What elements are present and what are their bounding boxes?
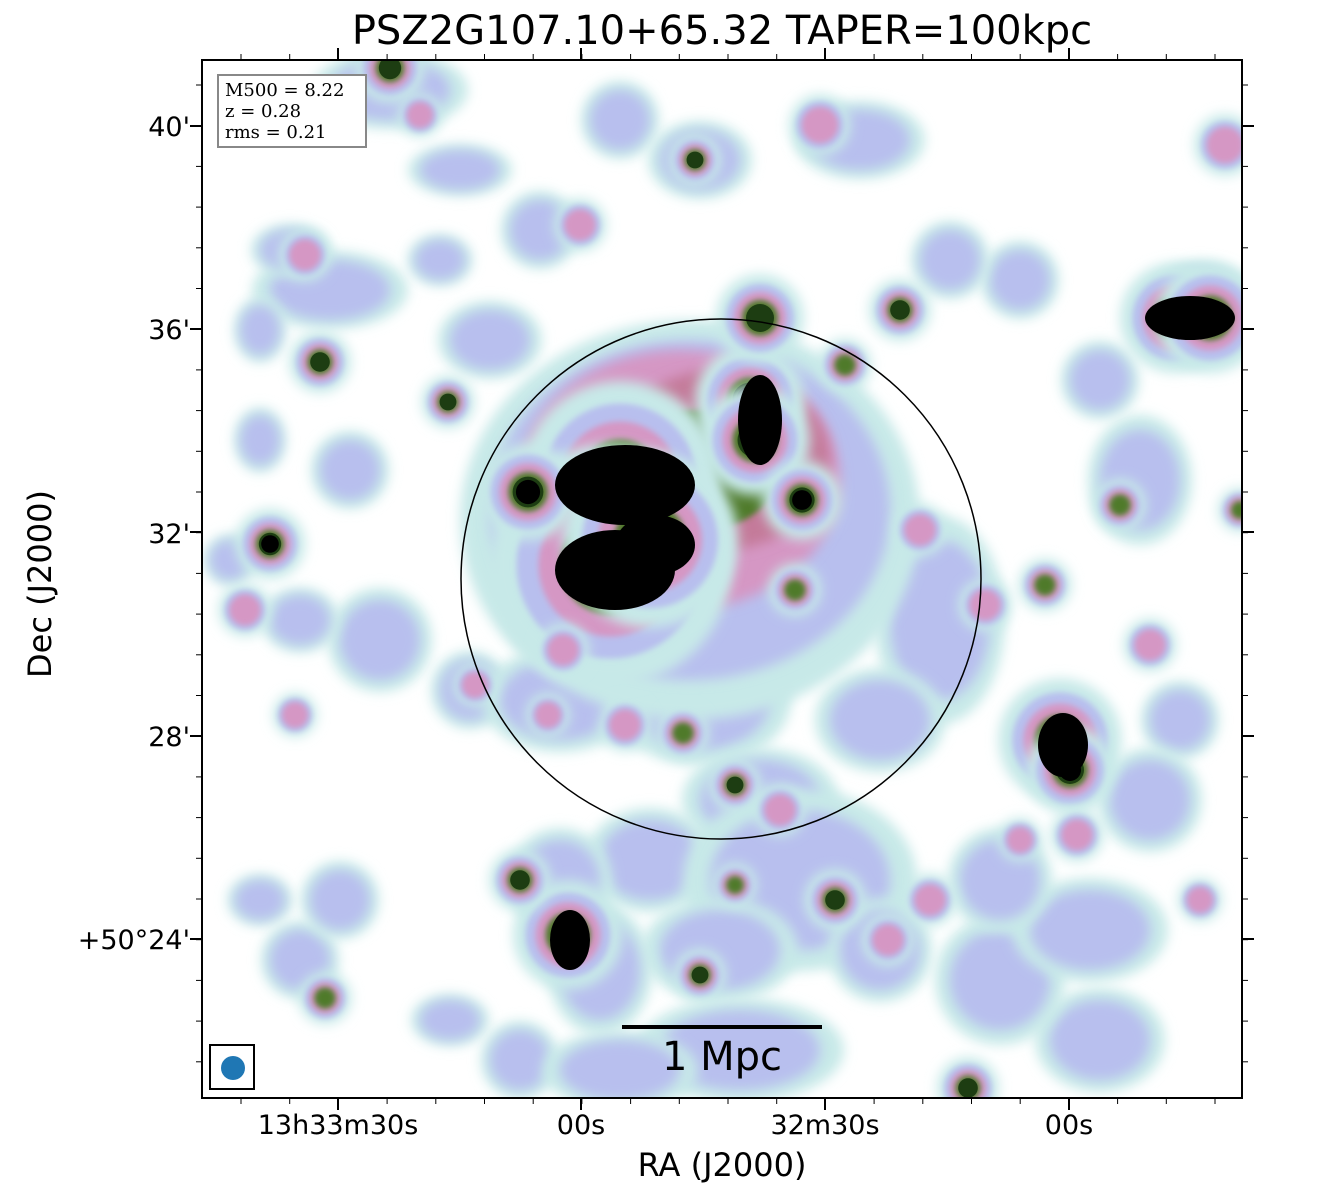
ytick-40: 40' xyxy=(148,112,190,143)
rms-text: rms = 0.21 xyxy=(225,122,327,143)
source-edge xyxy=(1134,629,1166,661)
source-ring xyxy=(314,987,336,1009)
y-axis-label: Dec (J2000) xyxy=(21,490,59,678)
source-ring xyxy=(672,722,694,744)
source-inner xyxy=(726,776,744,794)
diffuse-patch xyxy=(320,440,380,500)
source-edge xyxy=(914,884,946,916)
diffuse-patch xyxy=(240,415,280,465)
source-edge xyxy=(282,702,308,728)
diffuse-patch xyxy=(600,820,700,900)
source-inner xyxy=(691,966,709,984)
source-inner xyxy=(958,1078,978,1098)
diffuse-patch xyxy=(1150,690,1210,750)
ytick-28: 28' xyxy=(148,722,190,753)
diffuse-patch xyxy=(1030,890,1150,970)
source-inner xyxy=(510,870,530,890)
beam-ellipse xyxy=(221,1056,245,1080)
diffuse-patch xyxy=(1050,1000,1150,1080)
source-edge xyxy=(564,209,596,241)
source-inner xyxy=(746,304,774,332)
ytick-36: 36' xyxy=(148,315,190,346)
diffuse-patch xyxy=(660,1010,820,1090)
diffuse-patch xyxy=(830,680,930,760)
south-source-core xyxy=(550,910,590,970)
ytick-24: +50°24' xyxy=(77,925,190,956)
source-inner xyxy=(439,393,457,411)
diffuse-patch xyxy=(310,870,370,930)
east-source-core xyxy=(1038,713,1088,777)
source-edge xyxy=(535,702,561,728)
source-edge xyxy=(969,589,1001,621)
source-ring xyxy=(834,354,856,376)
redshift-text: z = 0.28 xyxy=(225,101,302,122)
diffuse-patch xyxy=(420,1000,480,1040)
source-inner xyxy=(890,300,910,320)
r500-circle xyxy=(460,318,982,840)
diffuse-patch xyxy=(590,90,650,150)
plot-frame xyxy=(201,59,1243,1099)
beam-box xyxy=(209,1044,255,1090)
scale-bar xyxy=(622,1025,822,1029)
source-ring xyxy=(784,579,806,601)
xtick-00s-b: 00s xyxy=(1044,1110,1094,1141)
scale-bar-label: 1 Mpc xyxy=(661,1034,783,1080)
source-edge xyxy=(1007,827,1033,853)
xtick-00s-a: 00s xyxy=(556,1110,606,1141)
diffuse-patch xyxy=(240,305,280,355)
diffuse-patch xyxy=(510,200,570,260)
source-core xyxy=(261,535,279,553)
source-inner xyxy=(310,352,330,372)
diffuse-patch xyxy=(420,150,500,190)
source-ring xyxy=(1034,574,1056,596)
diffuse-patch xyxy=(890,540,990,700)
source-core xyxy=(792,490,812,510)
diffuse-patch xyxy=(1110,760,1190,840)
radio-emission xyxy=(204,60,1242,1098)
diffuse-patch xyxy=(990,250,1050,310)
diffuse-patch xyxy=(490,1030,550,1090)
source-edge xyxy=(904,514,936,546)
ytick-32: 32' xyxy=(148,519,190,550)
central-core-bridge xyxy=(615,515,695,575)
source-edge xyxy=(547,634,579,666)
source-inner xyxy=(825,890,845,910)
diffuse-patch xyxy=(340,600,420,680)
source-ring xyxy=(726,876,744,894)
source-edge xyxy=(872,924,904,956)
source-edge xyxy=(407,102,433,128)
diffuse-patch xyxy=(1070,350,1130,410)
source-edge xyxy=(289,239,321,271)
diffuse-patch xyxy=(450,310,530,370)
central-core-upper xyxy=(555,445,695,525)
xtick-32m30s: 32m30s xyxy=(770,1110,880,1141)
axis-ticks xyxy=(190,48,1254,1110)
diffuse-patch xyxy=(270,595,330,645)
source-edge xyxy=(229,594,261,626)
source-edge xyxy=(609,709,641,741)
source-edge xyxy=(1206,126,1242,164)
source-ring xyxy=(1231,501,1242,519)
diffuse-patch xyxy=(560,1040,680,1098)
source-ring xyxy=(1109,494,1131,516)
source-edge xyxy=(801,106,839,144)
source-inner xyxy=(378,60,402,80)
plot-title: PSZ2G107.10+65.32 TAPER=100kpc xyxy=(351,8,1093,54)
source-core xyxy=(515,479,541,505)
cluster-info-box: M500 = 8.22 z = 0.28 rms = 0.21 xyxy=(217,74,367,148)
double-source-core xyxy=(1145,296,1235,340)
diffuse-patch xyxy=(235,880,285,920)
diffuse-patch xyxy=(920,230,980,290)
north-core-elongated xyxy=(738,375,782,465)
x-axis-label: RA (J2000) xyxy=(637,1146,807,1184)
source-edge xyxy=(1187,887,1213,913)
source-edge xyxy=(764,794,796,826)
source-inner xyxy=(686,151,704,169)
source-edge xyxy=(1061,819,1093,851)
diffuse-patch xyxy=(415,240,465,280)
xtick-13h33m30s: 13h33m30s xyxy=(257,1110,419,1141)
m500-text: M500 = 8.22 xyxy=(225,80,345,101)
